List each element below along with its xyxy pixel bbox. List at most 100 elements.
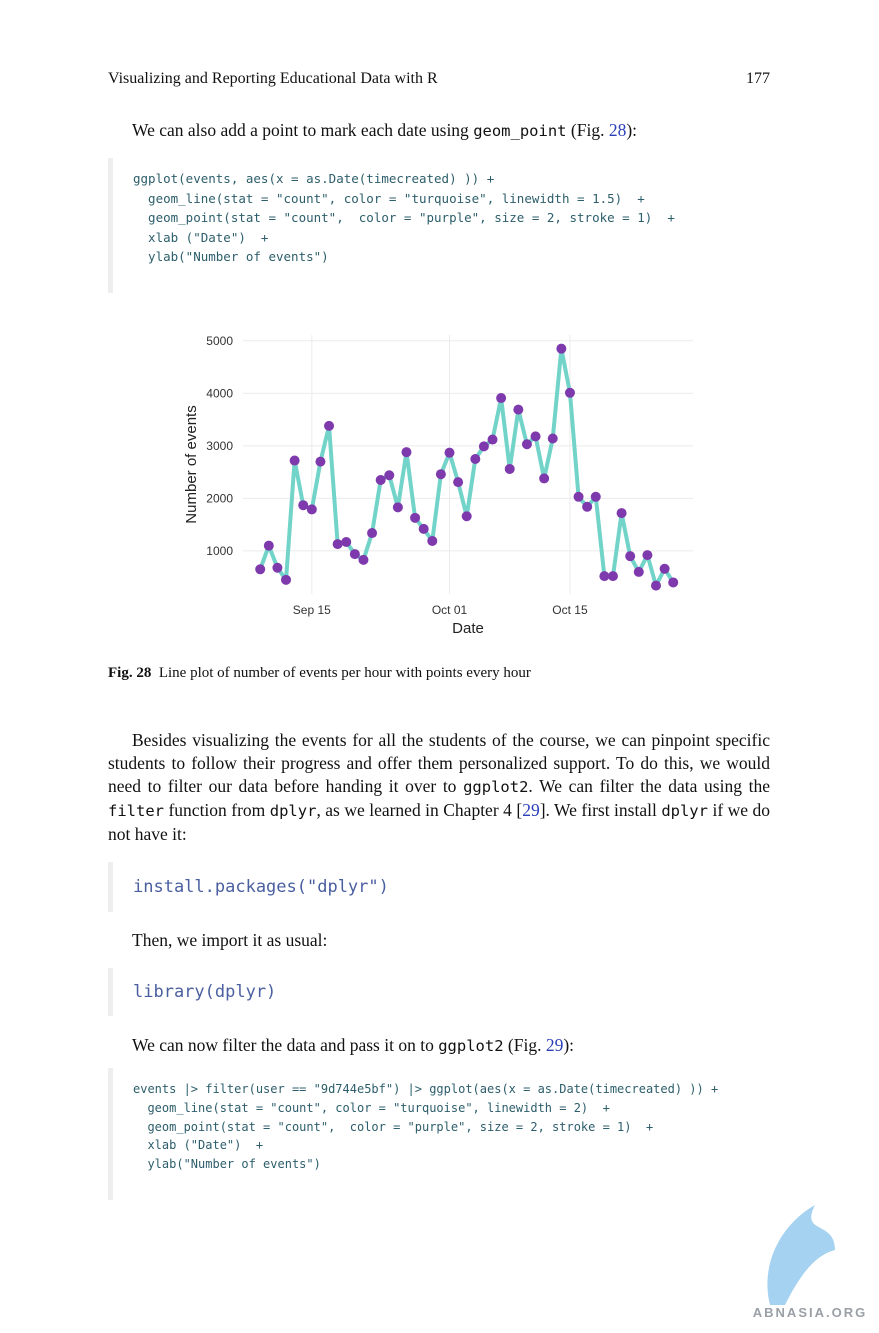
point — [401, 447, 412, 458]
running-header: Visualizing and Reporting Educational Da… — [108, 70, 438, 87]
point — [470, 453, 481, 464]
code-block: events |> filter(user == "9d744e5bf") |>… — [108, 1068, 775, 1200]
point — [306, 504, 317, 515]
point — [272, 562, 283, 573]
point — [633, 566, 644, 577]
point — [444, 447, 455, 458]
point — [418, 523, 429, 534]
watermark-text: ABNASIA.ORG — [753, 1305, 867, 1320]
text: if we do not have it: — [108, 800, 770, 844]
x-tick-label: Sep 15 — [293, 603, 331, 617]
point — [410, 512, 421, 523]
point — [392, 502, 403, 513]
point — [332, 539, 343, 550]
code-line: ggplot(events, aes(x = as.Date(timecreat… — [133, 171, 495, 186]
point — [478, 441, 489, 452]
code-line: geom_point(stat = "count", color = "purp… — [133, 210, 675, 226]
point — [590, 491, 601, 502]
code-line: xlab ("Date") + — [133, 1138, 264, 1153]
code-block: ggplot(events, aes(x = as.Date(timecreat… — [108, 158, 775, 293]
point — [599, 571, 610, 582]
point — [263, 540, 274, 551]
point — [375, 474, 386, 485]
code-block: library(dplyr) — [108, 968, 775, 1016]
point — [281, 574, 292, 585]
point — [315, 456, 326, 467]
code-block: install.packages("dplyr") — [108, 862, 775, 912]
point — [435, 469, 446, 480]
code-line: geom_line(stat = "count", color = "turqu… — [133, 190, 645, 206]
point — [384, 470, 395, 481]
text: . We can filter the data using the — [528, 776, 770, 796]
code-line: geom_point(stat = "count", color = "purp… — [133, 1119, 654, 1134]
caption-label: Fig. 28 — [108, 665, 152, 681]
watermark: ABNASIA.ORG — [753, 1205, 867, 1320]
point — [625, 551, 636, 562]
y-tick-label: 2000 — [206, 491, 233, 505]
point — [255, 564, 266, 575]
point — [358, 554, 369, 565]
code-line: install.packages("dplyr") — [133, 877, 389, 897]
link[interactable]: 29 — [545, 1035, 564, 1055]
x-axis-label: Date — [452, 620, 484, 637]
code-line: xlab ("Date") + — [133, 229, 269, 245]
point — [607, 571, 618, 582]
text: ]. We first install — [539, 800, 662, 820]
caption-text: Line plot of number of events per hour w… — [158, 665, 531, 681]
text: (Fig. — [503, 1035, 546, 1055]
link[interactable]: 29 — [522, 800, 540, 820]
point — [539, 473, 550, 484]
code-line: library(dplyr) — [133, 982, 277, 1002]
paragraph: Then, we import it as usual: — [132, 930, 328, 950]
text: Besides visualizing the events for all t… — [108, 730, 770, 796]
point — [289, 455, 300, 466]
caption: Fig. 28 Line plot of number of events pe… — [108, 665, 531, 682]
point — [487, 434, 498, 445]
point — [616, 508, 627, 519]
paragraph: We can now filter the data and pass it o… — [108, 1034, 770, 1058]
point — [564, 387, 575, 398]
y-tick-label: 5000 — [206, 334, 233, 348]
page-number: 177 — [746, 70, 770, 87]
code-inline: filter — [108, 802, 164, 820]
text: function from — [164, 800, 270, 820]
watermark-logo — [767, 1205, 835, 1305]
code-inline: ggplot2 — [463, 778, 529, 796]
chart: 1000 2000 3000 4000 5000 Sep 15 Oct 01 Oct 15 Da… — [183, 334, 693, 637]
text: We can also add a point to mark each dat… — [132, 120, 474, 140]
text: (Fig. — [566, 120, 609, 140]
point — [573, 491, 584, 502]
point — [367, 528, 378, 539]
point — [547, 433, 558, 444]
point — [427, 535, 438, 546]
text: , as we learned in Chapter 4 [ — [316, 800, 523, 820]
point — [324, 420, 335, 431]
code-inline: dplyr — [269, 802, 317, 820]
point — [349, 549, 360, 560]
y-tick-label: 1000 — [206, 544, 233, 558]
text: ): — [626, 120, 638, 140]
point — [504, 463, 515, 474]
code-line: events |> filter(user == "9d744e5bf") |>… — [133, 1082, 719, 1096]
y-tick-label: 4000 — [206, 386, 233, 400]
point — [582, 501, 593, 512]
point — [341, 536, 352, 547]
y-tick-label: 3000 — [206, 439, 233, 453]
code-inline: ggplot2 — [438, 1037, 504, 1055]
text: We can now filter the data and pass it o… — [132, 1035, 439, 1055]
point — [651, 580, 662, 591]
code-line: ylab("Number of events") — [133, 1157, 321, 1172]
link[interactable]: 28 — [608, 120, 627, 140]
point — [513, 404, 524, 415]
code-line: ylab("Number of events") — [133, 249, 329, 265]
point — [461, 511, 472, 522]
point — [642, 550, 653, 561]
y-axis-label: Number of events — [183, 405, 200, 523]
point — [298, 500, 309, 511]
point — [668, 577, 679, 588]
code-line: geom_line(stat = "count", color = "turqu… — [133, 1100, 610, 1115]
point — [556, 343, 567, 354]
point — [530, 431, 541, 442]
text: ): — [563, 1035, 575, 1055]
